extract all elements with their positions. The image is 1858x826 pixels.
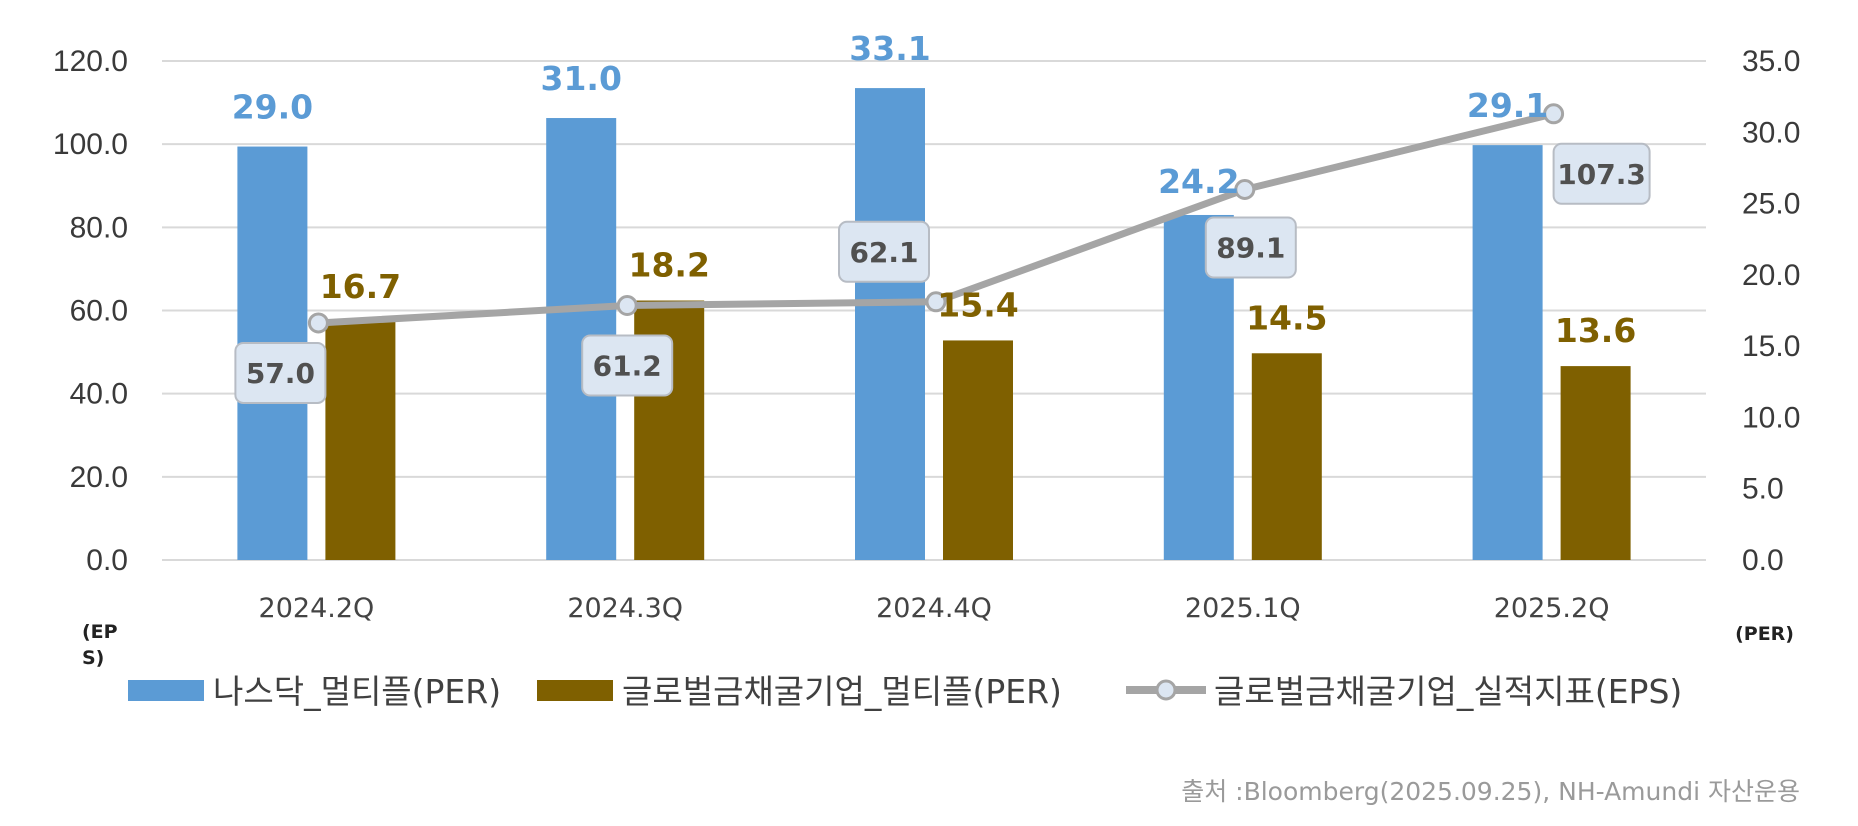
gold-miners-per-label: 13.6 bbox=[1555, 311, 1636, 350]
nasdaq-per-label: 33.1 bbox=[849, 29, 930, 68]
left-tick-label: 60.0 bbox=[70, 295, 128, 328]
right-tick-label: 10.0 bbox=[1742, 401, 1800, 434]
eps-callout-label: 89.1 bbox=[1216, 231, 1285, 264]
eps-marker bbox=[1234, 178, 1256, 200]
legend-label-nasdaq: 나스닥_멀티플(PER) bbox=[213, 672, 501, 711]
nasdaq-per-bar bbox=[1472, 145, 1543, 561]
left-tick-label: 40.0 bbox=[70, 378, 128, 411]
eps-marker bbox=[1543, 103, 1565, 125]
eps-marker bbox=[925, 291, 947, 313]
left-tick-label: 0.0 bbox=[86, 544, 128, 577]
gold-miners-per-bar bbox=[1251, 353, 1322, 560]
eps-line-series bbox=[307, 103, 1565, 334]
right-axis-unit: (PER) bbox=[1735, 623, 1794, 645]
legend-label-eps: 글로벌금채굴기업_실적지표(EPS) bbox=[1214, 672, 1682, 711]
right-tick-label: 35.0 bbox=[1742, 45, 1800, 78]
left-tick-label: 20.0 bbox=[70, 461, 128, 494]
legend-marker-eps bbox=[1155, 679, 1177, 701]
left-axis-unit-wrap: S) bbox=[82, 647, 104, 669]
gold-miners-per-bar bbox=[943, 340, 1013, 560]
legend-swatch-nasdaq bbox=[128, 680, 204, 701]
category-label: 2025.1Q bbox=[1185, 593, 1301, 624]
nasdaq-per-bar bbox=[855, 88, 925, 561]
category-label: 2024.4Q bbox=[876, 593, 992, 624]
eps-callout-box bbox=[1552, 142, 1651, 205]
eps-marker bbox=[616, 295, 638, 317]
eps-callout-label: 62.1 bbox=[849, 236, 918, 269]
gold-miners-per-bar bbox=[1560, 366, 1631, 560]
category-labels: 2024.2Q 2024.3Q 2024.4Q 2025.1Q 2025.2Q bbox=[259, 593, 1610, 624]
legend-label-gold-per: 글로벌금채굴기업_멀티플(PER) bbox=[622, 672, 1062, 711]
left-axis-ticks: 0.0 20.0 40.0 60.0 80.0 100.0 120.0 bbox=[53, 45, 128, 577]
gold-miners-per-label: 18.2 bbox=[628, 246, 709, 285]
left-axis-unit: (EP bbox=[82, 621, 118, 643]
nasdaq-per-label: 24.2 bbox=[1158, 162, 1239, 201]
nasdaq-per-label: 29.1 bbox=[1467, 86, 1548, 125]
right-tick-label: 30.0 bbox=[1742, 116, 1800, 149]
right-tick-label: 25.0 bbox=[1742, 188, 1800, 221]
category-label: 2025.2Q bbox=[1494, 593, 1610, 624]
left-tick-label: 100.0 bbox=[53, 128, 128, 161]
eps-callout-box bbox=[234, 341, 327, 404]
gold-miners-per-label: 16.7 bbox=[320, 267, 401, 306]
legend-swatch-gold-per bbox=[537, 680, 613, 701]
left-tick-label: 80.0 bbox=[70, 211, 128, 244]
eps-marker bbox=[307, 312, 329, 334]
nasdaq-per-label: 29.0 bbox=[232, 88, 313, 127]
bar-data-labels: 29.0 31.0 33.1 24.2 29.1 16.7 18.2 15.4 14.5 13.6 bbox=[232, 29, 1637, 350]
category-label: 2024.3Q bbox=[567, 593, 683, 624]
eps-callout-label: 107.3 bbox=[1557, 158, 1646, 191]
left-tick-label: 120.0 bbox=[53, 45, 128, 78]
gold-miners-per-bar bbox=[325, 321, 396, 560]
bars bbox=[237, 88, 1631, 561]
eps-data-labels: 57.0 61.2 62.1 89.1 107.3 bbox=[234, 142, 1651, 404]
eps-callout-box bbox=[581, 334, 674, 397]
right-tick-label: 5.0 bbox=[1742, 473, 1784, 506]
nasdaq-per-label: 31.0 bbox=[540, 59, 621, 98]
eps-callout-box bbox=[1204, 216, 1297, 279]
category-label: 2024.2Q bbox=[259, 593, 375, 624]
eps-callout-label: 61.2 bbox=[593, 350, 662, 383]
right-tick-label: 15.0 bbox=[1742, 330, 1800, 363]
right-tick-label: 0.0 bbox=[1742, 544, 1784, 577]
gold-miners-per-label: 15.4 bbox=[937, 285, 1018, 324]
gold-miners-per-label: 14.5 bbox=[1246, 298, 1327, 337]
right-axis-ticks: 0.0 5.0 10.0 15.0 20.0 25.0 30.0 35.0 bbox=[1742, 45, 1800, 577]
eps-callout-label: 57.0 bbox=[246, 357, 315, 390]
legend: 나스닥_멀티플(PER) 글로벌금채굴기업_멀티플(PER) 글로벌금채굴기업_실적… bbox=[128, 672, 1682, 711]
source-note: 출처 :Bloomberg(2025.09.25), NH-Amundi 자산운… bbox=[1181, 777, 1800, 806]
eps-callout-box bbox=[838, 220, 930, 283]
gridlines bbox=[162, 60, 1706, 561]
right-tick-label: 20.0 bbox=[1742, 259, 1800, 292]
